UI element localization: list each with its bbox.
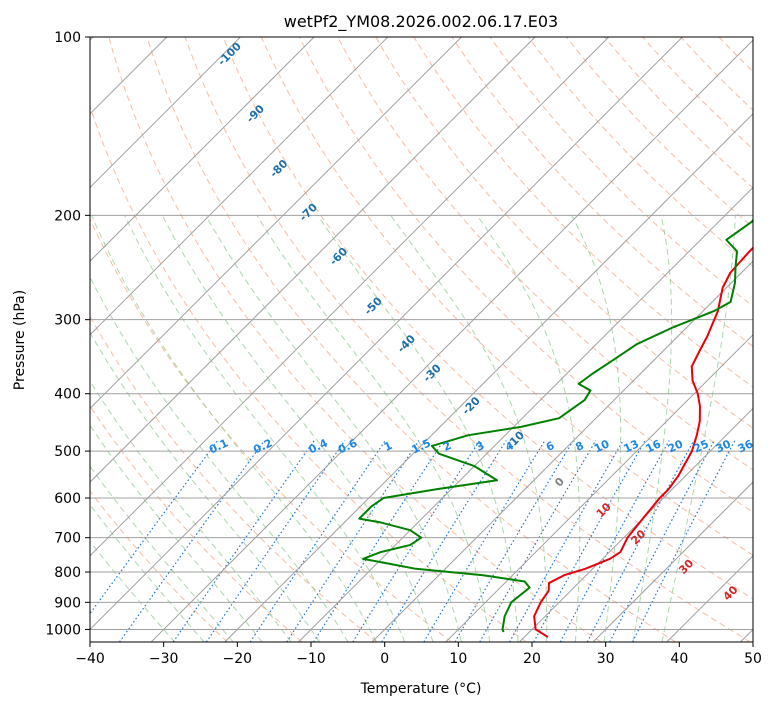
moist-adiabat-line	[90, 380, 292, 642]
mixing-ratio-line	[533, 440, 646, 642]
y-tick-label: 500	[54, 444, 81, 460]
isotherm-gridline	[298, 186, 753, 642]
isotherm-gridline	[592, 481, 753, 642]
mixing-ratio-line	[632, 440, 736, 642]
y-axis-label: Pressure (hPa)	[12, 290, 28, 390]
isotherm-gridline	[90, 37, 462, 410]
x-tick-label: 30	[597, 651, 615, 667]
mixing-ratio-label: 36	[736, 437, 756, 455]
mixing-ratio-line	[286, 440, 420, 642]
dry-adiabat-line	[90, 104, 527, 642]
mixing-ratio-line	[423, 440, 546, 642]
mixing-ratio-label: 10	[592, 437, 612, 455]
dry-adiabat-line	[90, 405, 303, 642]
x-tick-label: −30	[149, 651, 179, 667]
moist-adiabat-line	[632, 215, 673, 642]
x-tick-label: −40	[75, 651, 105, 667]
x-tick-label: 20	[523, 651, 541, 667]
dry-adiabat-line	[108, 37, 602, 642]
dry-adiabat-line	[375, 37, 753, 429]
isotherm-gridline	[90, 37, 389, 336]
chart-title: wetPf2_YM08.2026.002.06.17.E03	[284, 12, 558, 32]
dry-adiabat-line	[489, 37, 753, 307]
mixing-ratio-label: 16	[644, 437, 664, 455]
moist-adiabat-line	[90, 424, 263, 642]
isotherm-gridline	[90, 37, 610, 557]
moist-adiabat-line	[256, 215, 491, 642]
moist-adiabat-line	[205, 215, 462, 642]
dry-adiabat-line	[260, 37, 753, 556]
isotherm-gridline	[371, 260, 753, 642]
plot-frame	[89, 36, 754, 643]
moist-adiabat-line	[161, 215, 434, 642]
isotherm-gridline	[445, 334, 753, 642]
temperature-profile-line	[533, 246, 753, 638]
mixing-ratio-line	[249, 440, 386, 642]
isotherm-gridline	[224, 113, 753, 642]
isotherm-gridline	[90, 37, 536, 483]
y-tick-label: 400	[54, 387, 81, 403]
mixing-ratio-line	[205, 440, 346, 642]
dry-adiabat-line	[337, 37, 753, 471]
moist-adiabat-line	[91, 215, 377, 642]
moist-adiabat-line	[124, 215, 406, 642]
mixing-ratio-line	[172, 440, 315, 642]
dry-adiabat-line	[90, 315, 378, 642]
moist-adiabat-line	[90, 465, 234, 642]
moist-adiabat-line	[90, 331, 320, 642]
x-tick-label: 40	[670, 651, 688, 667]
dry-adiabat-line	[413, 37, 753, 388]
x-tick-label: −10	[296, 651, 326, 667]
y-tick-label: 300	[54, 313, 81, 329]
isotherm-gridline	[90, 37, 683, 631]
x-tick-label: 0	[380, 651, 389, 667]
moist-adiabat-line	[390, 215, 548, 642]
moist-adiabat-line	[317, 215, 519, 642]
dry-adiabat-line	[90, 490, 228, 642]
moist-adiabat-line	[90, 503, 205, 642]
x-axis-label: Temperature (°C)	[360, 681, 482, 697]
mixing-ratio-line	[352, 440, 481, 642]
dry-adiabat-line	[146, 37, 676, 642]
mixing-ratio-label: 30	[714, 437, 734, 455]
y-tick-label: 200	[54, 208, 81, 224]
x-tick-label: 50	[744, 651, 762, 667]
x-tick-label: −20	[223, 651, 253, 667]
dry-adiabat-line	[222, 37, 753, 600]
mixing-ratio-line	[90, 440, 219, 615]
dry-adiabat-line	[90, 217, 452, 642]
mixing-ratio-line	[119, 440, 265, 642]
moist-adiabat-line	[90, 276, 349, 642]
isotherm-gridline	[90, 37, 315, 262]
x-tick-label: 10	[449, 651, 467, 667]
isotherm-gridline	[90, 37, 241, 189]
mixing-ratio-label: 13	[622, 437, 641, 455]
y-tick-label: 800	[54, 565, 81, 581]
y-tick-label: 600	[54, 491, 81, 507]
dry-adiabat-line	[299, 37, 753, 513]
y-tick-label: 100	[54, 30, 81, 46]
dry-adiabat-line	[451, 37, 753, 348]
dewpoint-profile-line	[358, 218, 753, 633]
y-tick-label: 900	[54, 595, 81, 611]
y-tick-label: 1000	[45, 622, 81, 638]
mixing-ratio-line	[509, 440, 624, 642]
mixing-ratio-label: 25	[692, 437, 711, 455]
moist-adiabat-line	[571, 215, 622, 642]
isotherm-gridline	[519, 407, 753, 642]
mixing-ratio-label: 20	[666, 437, 686, 455]
mixing-ratio-line	[454, 440, 574, 642]
moist-adiabat-line	[661, 215, 736, 642]
isotherm-gridline	[150, 39, 753, 642]
mixing-ratio-line	[313, 440, 445, 642]
y-tick-label: 700	[54, 531, 81, 547]
